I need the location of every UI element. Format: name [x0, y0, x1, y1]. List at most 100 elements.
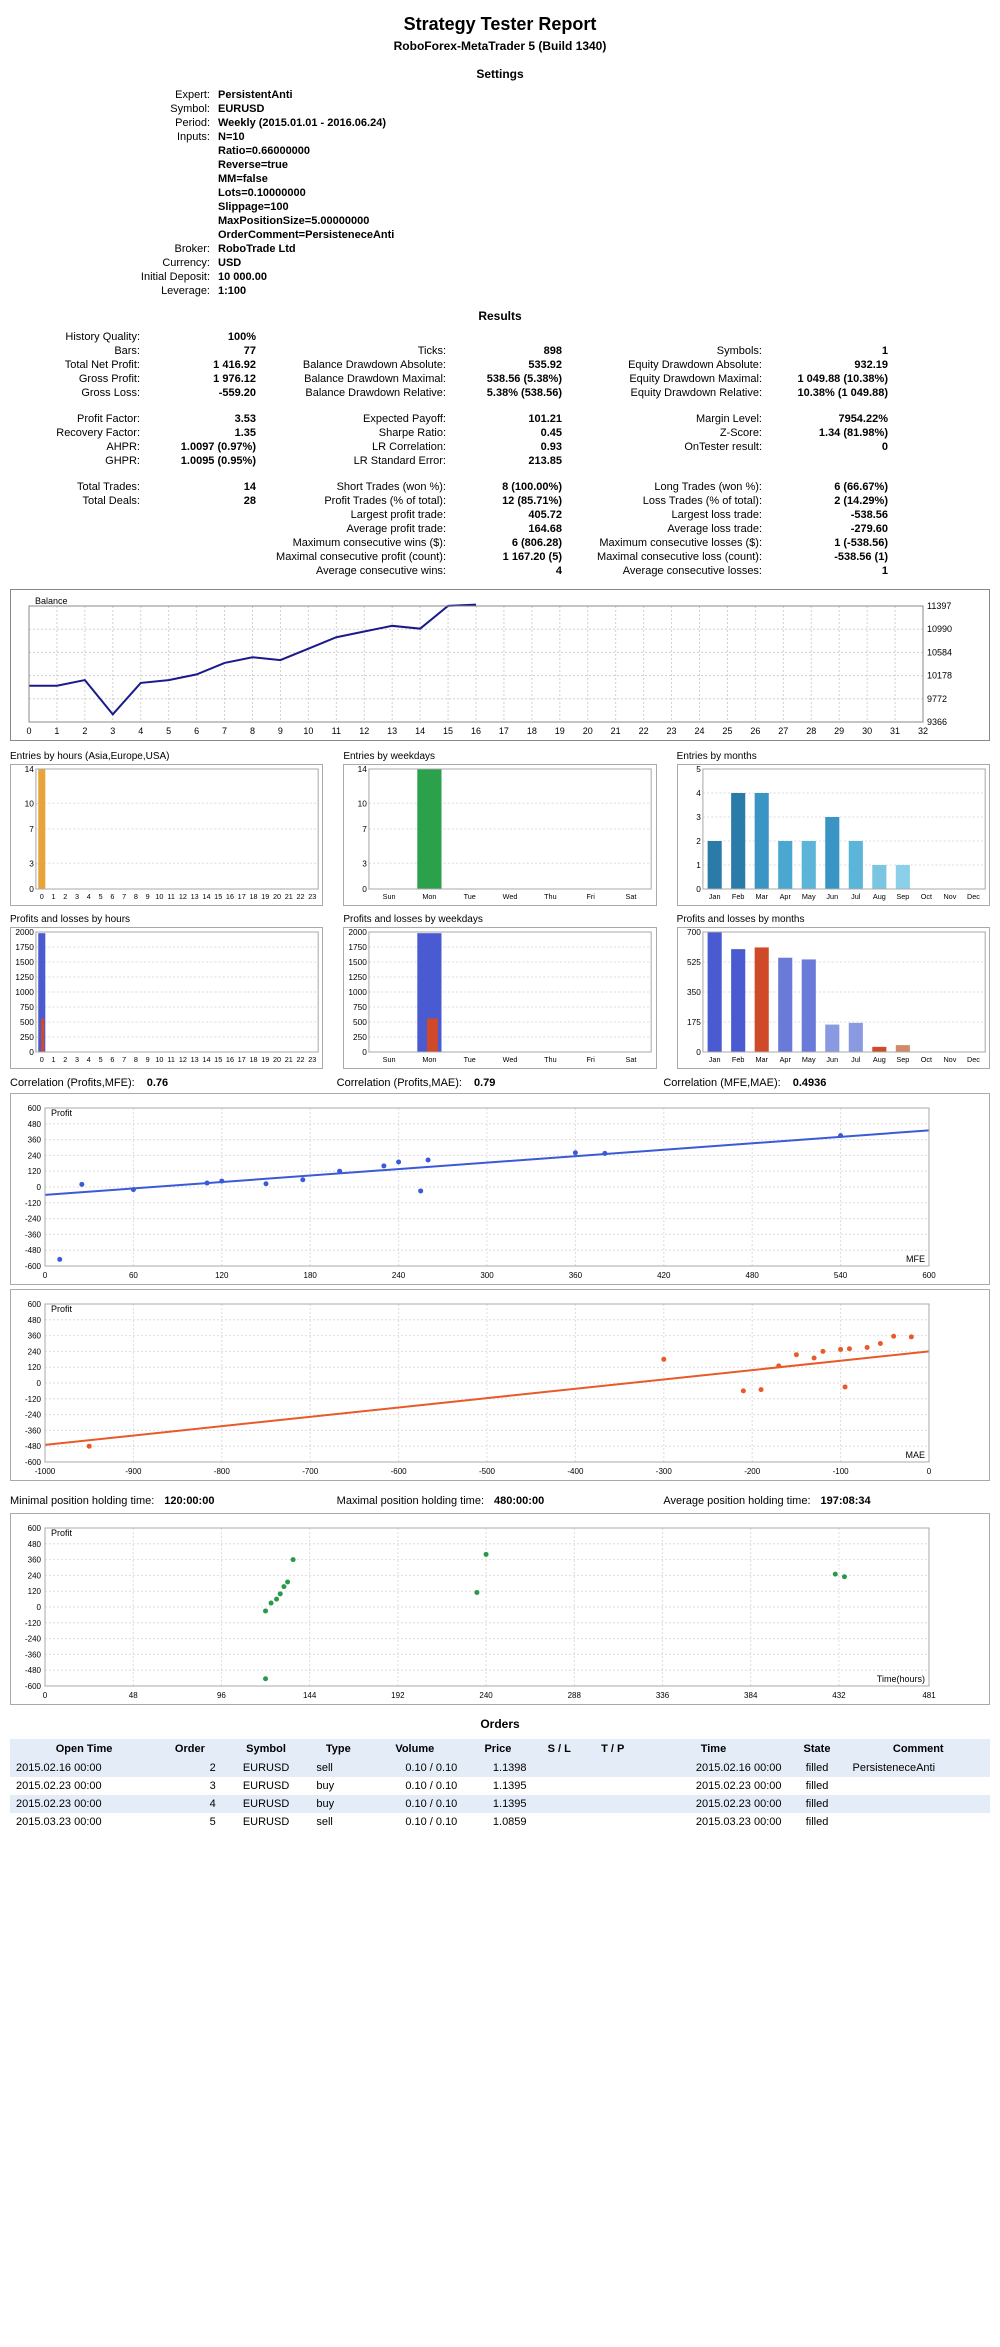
svg-text:2: 2 [63, 893, 67, 901]
svg-text:Wed: Wed [503, 1056, 518, 1064]
holding-value: 480:00:00 [494, 1495, 544, 1507]
svg-text:300: 300 [480, 1271, 494, 1280]
column-header: Open Time [10, 1739, 158, 1759]
table-cell [847, 1795, 991, 1813]
result-value: 100% [146, 331, 256, 343]
svg-text:1: 1 [54, 726, 59, 736]
holding-value: 120:00:00 [164, 1495, 214, 1507]
svg-text:0: 0 [40, 1056, 44, 1064]
svg-text:Apr: Apr [779, 893, 791, 901]
result-value: 1 167.20 (5) [452, 551, 562, 563]
result-value: 2 (14.29%) [768, 495, 888, 507]
result-label: AHPR: [10, 441, 146, 453]
svg-text:-800: -800 [214, 1467, 231, 1476]
result-value [146, 565, 256, 577]
svg-text:360: 360 [28, 1556, 42, 1565]
table-cell: PersisteneceAnti [847, 1759, 991, 1777]
result-value [768, 331, 888, 343]
svg-text:6: 6 [194, 726, 199, 736]
svg-text:15: 15 [443, 726, 453, 736]
svg-text:360: 360 [28, 1136, 42, 1145]
svg-text:Jun: Jun [826, 893, 838, 901]
setting-label [120, 159, 218, 171]
svg-text:-600: -600 [25, 1262, 42, 1271]
svg-text:30: 30 [862, 726, 872, 736]
result-value: 5.38% (538.56) [452, 387, 562, 399]
svg-text:Sep: Sep [896, 893, 909, 901]
table-cell: 1.0859 [463, 1813, 532, 1831]
svg-text:1500: 1500 [15, 958, 34, 967]
svg-text:11397: 11397 [927, 601, 951, 611]
svg-text:Nov: Nov [943, 893, 956, 901]
svg-text:17: 17 [238, 893, 246, 901]
svg-text:7: 7 [29, 825, 34, 834]
result-value: -279.60 [768, 523, 888, 535]
svg-text:14: 14 [358, 765, 368, 774]
table-cell: 0.10 / 0.10 [366, 1795, 463, 1813]
svg-text:Feb: Feb [732, 893, 745, 901]
svg-text:0: 0 [696, 885, 701, 894]
result-value: 0.93 [452, 441, 562, 453]
table-cell [586, 1759, 639, 1777]
result-label: Balance Drawdown Absolute: [256, 359, 452, 371]
result-label: Average consecutive wins: [256, 565, 452, 577]
result-label: Average profit trade: [256, 523, 452, 535]
chart-title: Profits and losses by weekdays [343, 914, 656, 925]
svg-text:Jul: Jul [851, 893, 861, 901]
setting-value: PersistentAnti [218, 89, 293, 101]
result-value [768, 455, 888, 467]
svg-text:7: 7 [222, 726, 227, 736]
svg-text:350: 350 [687, 988, 701, 997]
svg-text:48: 48 [129, 1691, 138, 1700]
result-value: 6 (66.67%) [768, 481, 888, 493]
svg-text:23: 23 [667, 726, 677, 736]
svg-text:500: 500 [20, 1018, 34, 1027]
column-header: T / P [586, 1739, 639, 1759]
svg-text:540: 540 [834, 1271, 848, 1280]
svg-text:19: 19 [555, 726, 565, 736]
svg-text:18: 18 [527, 726, 537, 736]
table-cell: EURUSD [222, 1759, 311, 1777]
result-label: Recovery Factor: [10, 427, 146, 439]
svg-text:10: 10 [155, 893, 163, 901]
svg-text:500: 500 [353, 1018, 367, 1027]
svg-text:Apr: Apr [779, 1056, 791, 1064]
svg-text:0: 0 [37, 1379, 42, 1388]
table-cell: 2015.02.23 00:00 [639, 1777, 787, 1795]
svg-text:14: 14 [202, 893, 210, 901]
svg-text:15: 15 [214, 1056, 222, 1064]
result-value: 1 [768, 565, 888, 577]
svg-text:432: 432 [832, 1691, 846, 1700]
svg-text:0: 0 [37, 1603, 42, 1612]
svg-text:28: 28 [806, 726, 816, 736]
column-header: State [788, 1739, 847, 1759]
svg-text:0: 0 [29, 1048, 34, 1057]
result-value: 28 [146, 495, 256, 507]
svg-text:14: 14 [202, 1056, 210, 1064]
table-cell: 3 [158, 1777, 222, 1795]
svg-text:-480: -480 [25, 1442, 42, 1451]
svg-text:-300: -300 [656, 1467, 673, 1476]
svg-text:21: 21 [611, 726, 621, 736]
svg-text:-120: -120 [25, 1199, 42, 1208]
result-label: Expected Payoff: [256, 413, 452, 425]
svg-text:-500: -500 [479, 1467, 496, 1476]
result-label: GHPR: [10, 455, 146, 467]
setting-value: Weekly (2015.01.01 - 2016.06.24) [218, 117, 386, 129]
result-value: 1 (-538.56) [768, 537, 888, 549]
column-header: Symbol [222, 1739, 311, 1759]
svg-text:600: 600 [28, 1300, 42, 1309]
svg-text:240: 240 [28, 1571, 42, 1580]
svg-text:18: 18 [249, 893, 257, 901]
svg-text:0: 0 [26, 726, 31, 736]
table-cell [847, 1777, 991, 1795]
result-label: History Quality: [10, 331, 146, 343]
result-value: 6 (806.28) [452, 537, 562, 549]
table-cell: 1.1395 [463, 1795, 532, 1813]
result-label: Maximal consecutive profit (count): [256, 551, 452, 563]
svg-text:1500: 1500 [349, 958, 368, 967]
svg-text:12: 12 [179, 1056, 187, 1064]
result-label: Z-Score: [562, 427, 768, 439]
svg-text:481: 481 [922, 1691, 936, 1700]
chart-title: Profits and losses by months [677, 914, 990, 925]
